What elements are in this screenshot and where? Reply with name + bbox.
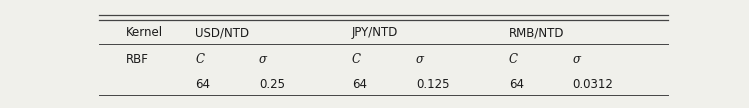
Text: σ: σ [416,53,424,66]
Text: 64: 64 [352,78,367,91]
Text: C: C [352,53,361,66]
Text: USD/NTD: USD/NTD [195,26,249,39]
Text: RMB/NTD: RMB/NTD [509,26,564,39]
Text: 64: 64 [195,78,210,91]
Text: 0.125: 0.125 [416,78,449,91]
Text: σ: σ [259,53,267,66]
Text: 64: 64 [509,78,524,91]
Text: RBF: RBF [126,53,148,66]
Text: JPY/NTD: JPY/NTD [352,26,398,39]
Text: 0.0312: 0.0312 [572,78,613,91]
Text: σ: σ [572,53,580,66]
Text: 0.25: 0.25 [259,78,285,91]
Text: Kernel: Kernel [126,26,163,39]
Text: C: C [195,53,204,66]
Text: C: C [509,53,518,66]
